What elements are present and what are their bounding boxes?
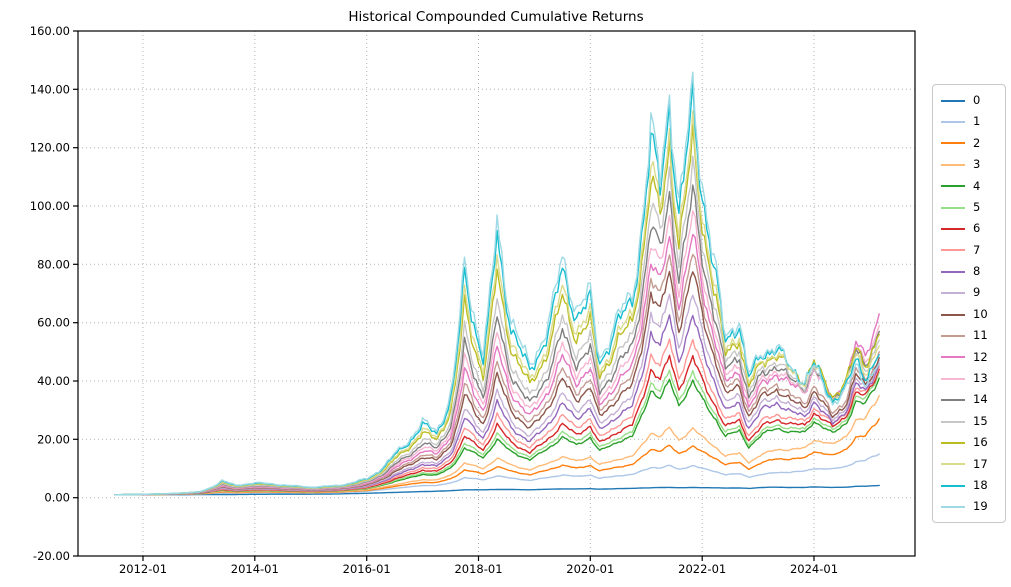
legend-line-swatch [941, 334, 965, 337]
legend-label: 10 [973, 306, 988, 321]
legend-entry-2: 2 [941, 133, 1005, 154]
y-tick-label: 0.00 [44, 491, 70, 505]
x-tick-label: 2020-01 [566, 562, 614, 576]
legend-entry-3: 3 [941, 154, 1005, 175]
legend-line-swatch [941, 142, 965, 145]
legend-entry-17: 17 [941, 454, 1005, 475]
y-tick-label: 40.00 [37, 374, 70, 388]
legend-line-swatch [941, 99, 965, 102]
legend-line-swatch [941, 292, 965, 295]
plot-border [77, 30, 916, 557]
legend-entry-6: 6 [941, 218, 1005, 239]
legend-line-swatch [941, 399, 965, 402]
series-line-8 [114, 314, 880, 496]
x-tick-label: 2014-01 [231, 562, 279, 576]
legend-line-swatch [941, 506, 965, 509]
y-tick-label: 160.00 [30, 24, 70, 38]
x-tick-label: 2024-01 [790, 562, 838, 576]
legend-label: 13 [973, 371, 988, 386]
series-line-19 [114, 71, 880, 496]
legend-entry-0: 0 [941, 90, 1005, 111]
legend-label: 6 [973, 221, 981, 236]
legend-entry-4: 4 [941, 176, 1005, 197]
axes-layer: 160.00 140.00 120.00 100.00 80.00 60.00 40.00 2… [30, 24, 916, 576]
legend-line-swatch [941, 270, 965, 273]
series-layer [114, 71, 880, 496]
y-tick-label: 20.00 [37, 432, 70, 446]
y-tick-label: 100.00 [30, 199, 70, 213]
chart-title: Historical Compounded Cumulative Returns [348, 9, 643, 25]
y-tick-label: -20.00 [33, 549, 70, 563]
legend-label: 0 [973, 92, 981, 107]
legend-label: 9 [973, 285, 981, 300]
y-tick-label: 120.00 [30, 141, 70, 155]
grid-layer [78, 30, 915, 557]
legend-label: 18 [973, 477, 988, 492]
legend-entry-5: 5 [941, 197, 1005, 218]
legend-label: 8 [973, 264, 981, 279]
legend-line-swatch [941, 356, 965, 359]
x-tick-label: 2012-01 [119, 562, 167, 576]
legend-entry-11: 11 [941, 325, 1005, 346]
y-tick-label: 140.00 [30, 82, 70, 96]
series-line-9 [114, 293, 880, 496]
legend-label: 5 [973, 199, 981, 214]
legend-label: 19 [973, 499, 988, 514]
series-line-13 [114, 210, 880, 496]
legend-entry-7: 7 [941, 240, 1005, 261]
legend-entry-15: 15 [941, 411, 1005, 432]
x-tick-label: 2018-01 [454, 562, 502, 576]
legend-line-swatch [941, 313, 965, 316]
legend-line-swatch [941, 185, 965, 188]
y-tick-label: 60.00 [37, 316, 70, 330]
legend-entry-10: 10 [941, 304, 1005, 325]
legend-label: 7 [973, 242, 981, 257]
legend-label: 12 [973, 349, 988, 364]
legend-label: 16 [973, 435, 988, 450]
legend-line-swatch [941, 121, 965, 124]
legend-line-swatch [941, 441, 965, 444]
legend-line-swatch [941, 163, 965, 166]
legend-label: 11 [973, 328, 988, 343]
legend-entry-13: 13 [941, 368, 1005, 389]
legend-label: 1 [973, 114, 981, 129]
legend-entry-9: 9 [941, 283, 1005, 304]
y-tick-label: 80.00 [37, 257, 70, 271]
legend-label: 14 [973, 392, 988, 407]
x-tick-label: 2016-01 [343, 562, 391, 576]
legend-entry-1: 1 [941, 111, 1005, 132]
legend-label: 3 [973, 157, 981, 172]
legend-entry-12: 12 [941, 347, 1005, 368]
legend-line-swatch [941, 228, 965, 231]
legend-label: 17 [973, 456, 988, 471]
x-tick-label: 2022-01 [678, 562, 726, 576]
legend-line-swatch [941, 463, 965, 466]
series-line-15 [114, 155, 880, 496]
legend-label: 4 [973, 178, 981, 193]
legend-entry-18: 18 [941, 475, 1005, 496]
legend-label: 15 [973, 413, 988, 428]
legend-label: 2 [973, 135, 981, 150]
series-line-3 [114, 394, 880, 496]
legend-line-swatch [941, 377, 965, 380]
legend-line-swatch [941, 206, 965, 209]
legend-line-swatch [941, 420, 965, 423]
legend-entry-14: 14 [941, 389, 1005, 410]
legend-entry-19: 19 [941, 496, 1005, 517]
legend-line-swatch [941, 484, 965, 487]
series-line-0 [114, 484, 880, 496]
legend: 0 1 2 3 4 5 6 7 8 9 10 11 12 13 14 15 16 17 18 19 [932, 84, 1006, 523]
legend-line-swatch [941, 249, 965, 252]
legend-entry-16: 16 [941, 432, 1005, 453]
series-line-4 [114, 377, 880, 496]
legend-entry-8: 8 [941, 261, 1005, 282]
